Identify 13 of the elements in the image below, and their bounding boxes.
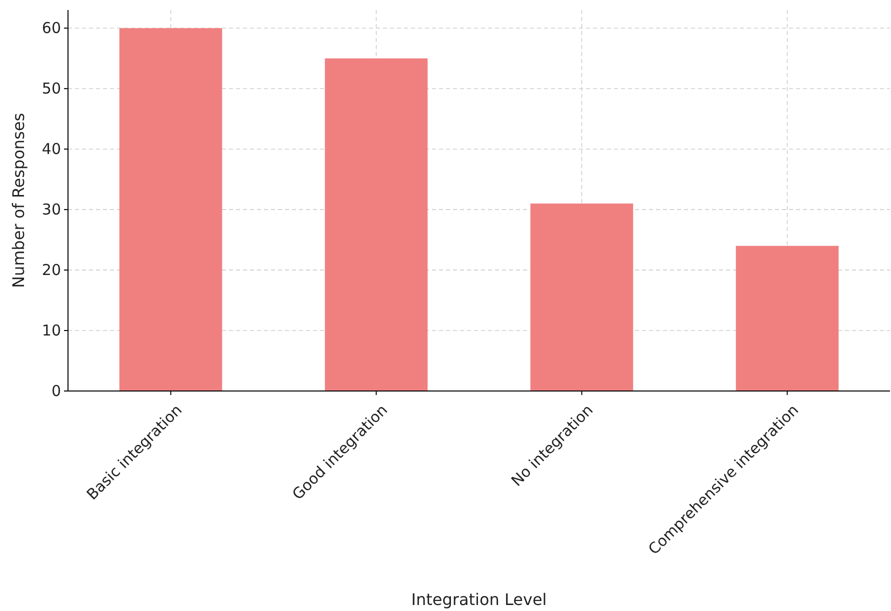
- y-tick-label: 60: [42, 19, 61, 38]
- bar: [530, 204, 634, 391]
- y-tick-label: 30: [42, 200, 61, 219]
- bar: [736, 246, 839, 391]
- y-tick-label: 40: [42, 140, 61, 158]
- y-tick-label: 20: [42, 261, 61, 280]
- y-tick-label: 10: [42, 322, 61, 340]
- x-axis-title: Integration Level: [411, 590, 547, 609]
- bar: [119, 28, 222, 391]
- y-tick-label: 0: [51, 382, 61, 400]
- y-tick-label: 50: [42, 80, 61, 98]
- bar: [324, 58, 428, 391]
- y-axis-title: Number of Responses: [9, 112, 28, 288]
